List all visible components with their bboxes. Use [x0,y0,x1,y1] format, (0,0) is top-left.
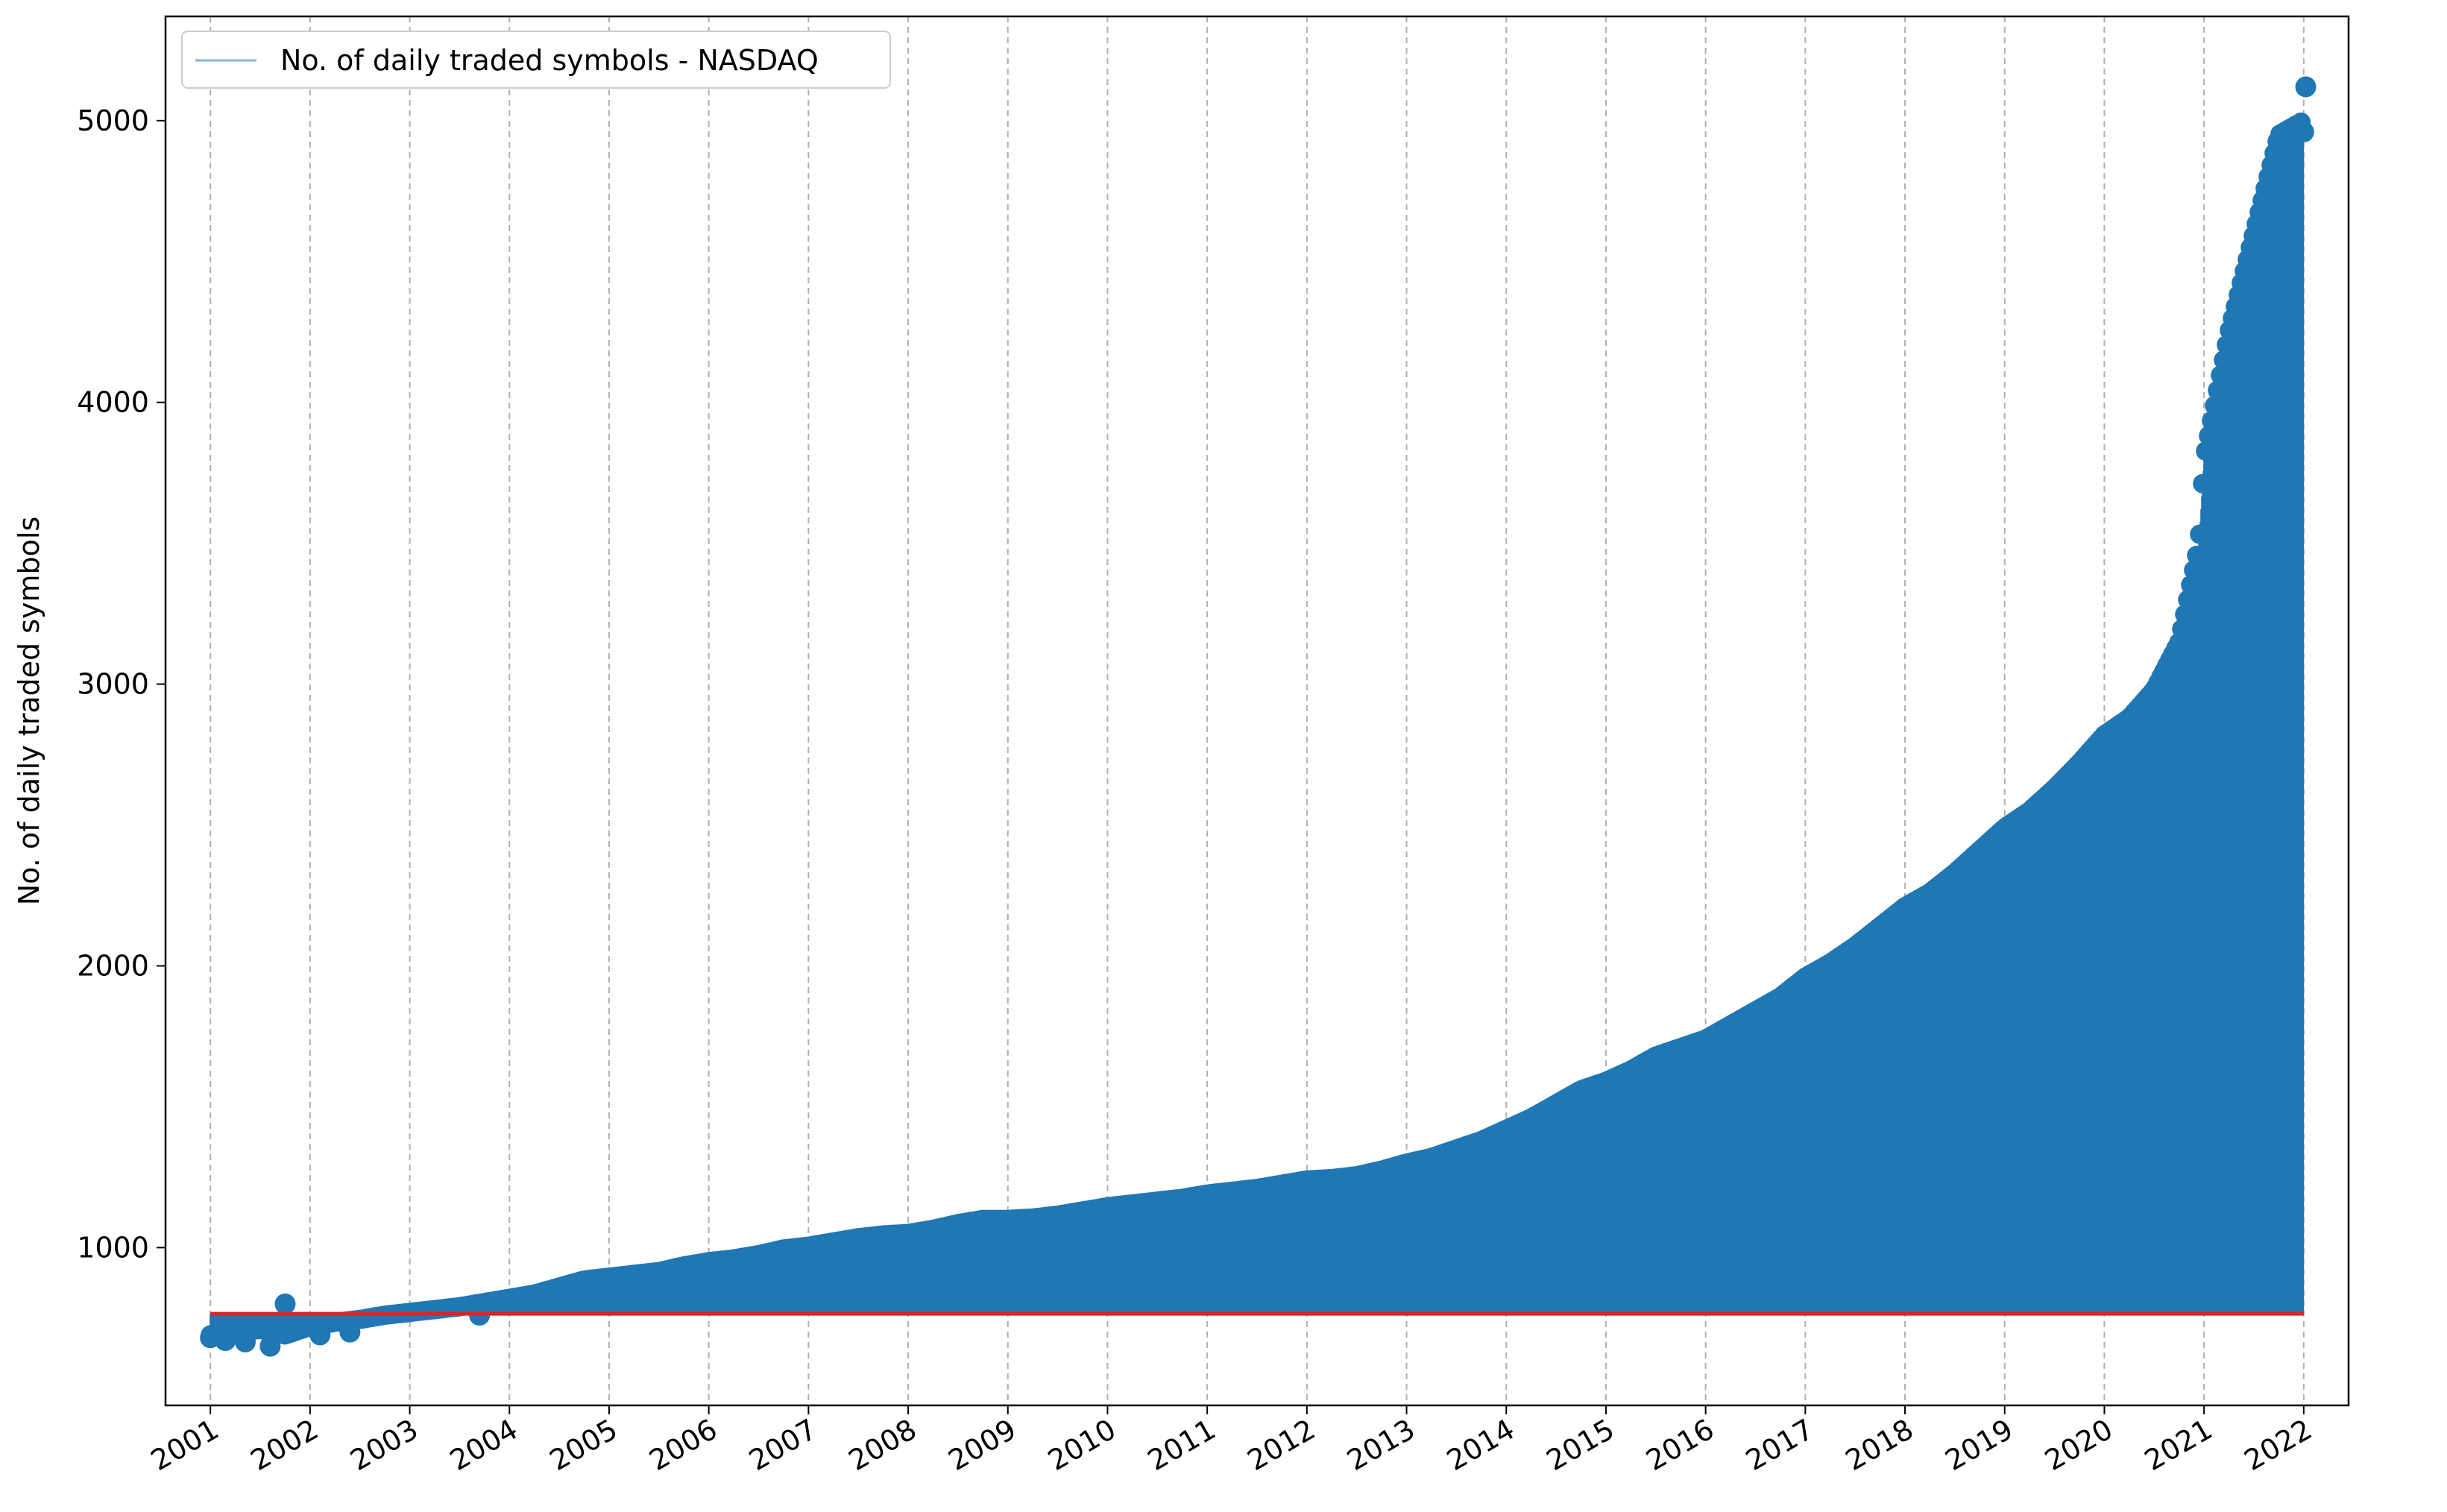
x-tick-label: 2021 [2139,1413,2218,1477]
x-tick-label: 2010 [1042,1413,1121,1477]
outlier-point-9 [2293,121,2314,142]
x-tick-label: 2020 [2039,1413,2118,1477]
stem-lines [210,121,2305,1335]
y-tick-label: 3000 [77,668,149,701]
y-tick-label: 4000 [77,386,149,419]
x-tick-label: 2017 [1740,1413,1819,1477]
outlier-point-2 [234,1331,256,1352]
x-tick-label: 2015 [1541,1413,1620,1477]
x-tick-label: 2006 [643,1413,722,1477]
x-axis-ticks: 2001 2002 2003 2004 2005 2006 2007 2008 2009 2010… [145,1405,2317,1477]
outlier-point-4 [274,1293,296,1314]
x-tick-label: 2011 [1142,1413,1221,1477]
y-tick-label: 2000 [77,949,149,982]
outlier-point-5 [309,1324,331,1346]
y-axis-label: No. of daily traded symbols [13,517,45,906]
plot-frame [164,15,2350,1407]
x-tick-label: 2014 [1441,1413,1520,1477]
outlier-point-6 [339,1321,361,1343]
y-tick-label: 1000 [77,1231,149,1264]
outlier-point-3 [259,1335,281,1357]
x-tick-label: 2022 [2239,1413,2318,1477]
x-tick-label: 2007 [743,1413,822,1477]
x-tick-label: 2005 [544,1413,623,1477]
x-tick-label: 2009 [942,1413,1021,1477]
x-tick-label: 2018 [1840,1413,1919,1477]
y-axis-ticks: 1000 2000 3000 4000 5000 [77,104,166,1264]
legend-entry-label: No. of daily traded symbols - NASDAQ [280,44,819,77]
x-tick-label: 2019 [1939,1413,2018,1477]
x-tick-label: 2002 [245,1413,324,1477]
x-tick-label: 2016 [1640,1413,1719,1477]
legend-box [181,31,891,89]
outlier-point-10 [2295,76,2317,98]
x-tick-label: 2013 [1341,1413,1420,1477]
x-tick-label: 2008 [843,1413,922,1477]
x-tick-label: 2001 [145,1413,224,1477]
outlier-point-8 [2283,152,2305,174]
data-stems [210,121,2305,1335]
y-tick-label: 5000 [77,104,149,137]
outlier-point-1 [215,1330,236,1352]
x-tick-label: 2003 [344,1413,423,1477]
x-tick-label: 2012 [1242,1413,1321,1477]
x-tick-label: 2004 [444,1413,523,1477]
legend: No. of daily traded symbols - NASDAQ [181,31,891,89]
data-markers [200,76,2317,1357]
